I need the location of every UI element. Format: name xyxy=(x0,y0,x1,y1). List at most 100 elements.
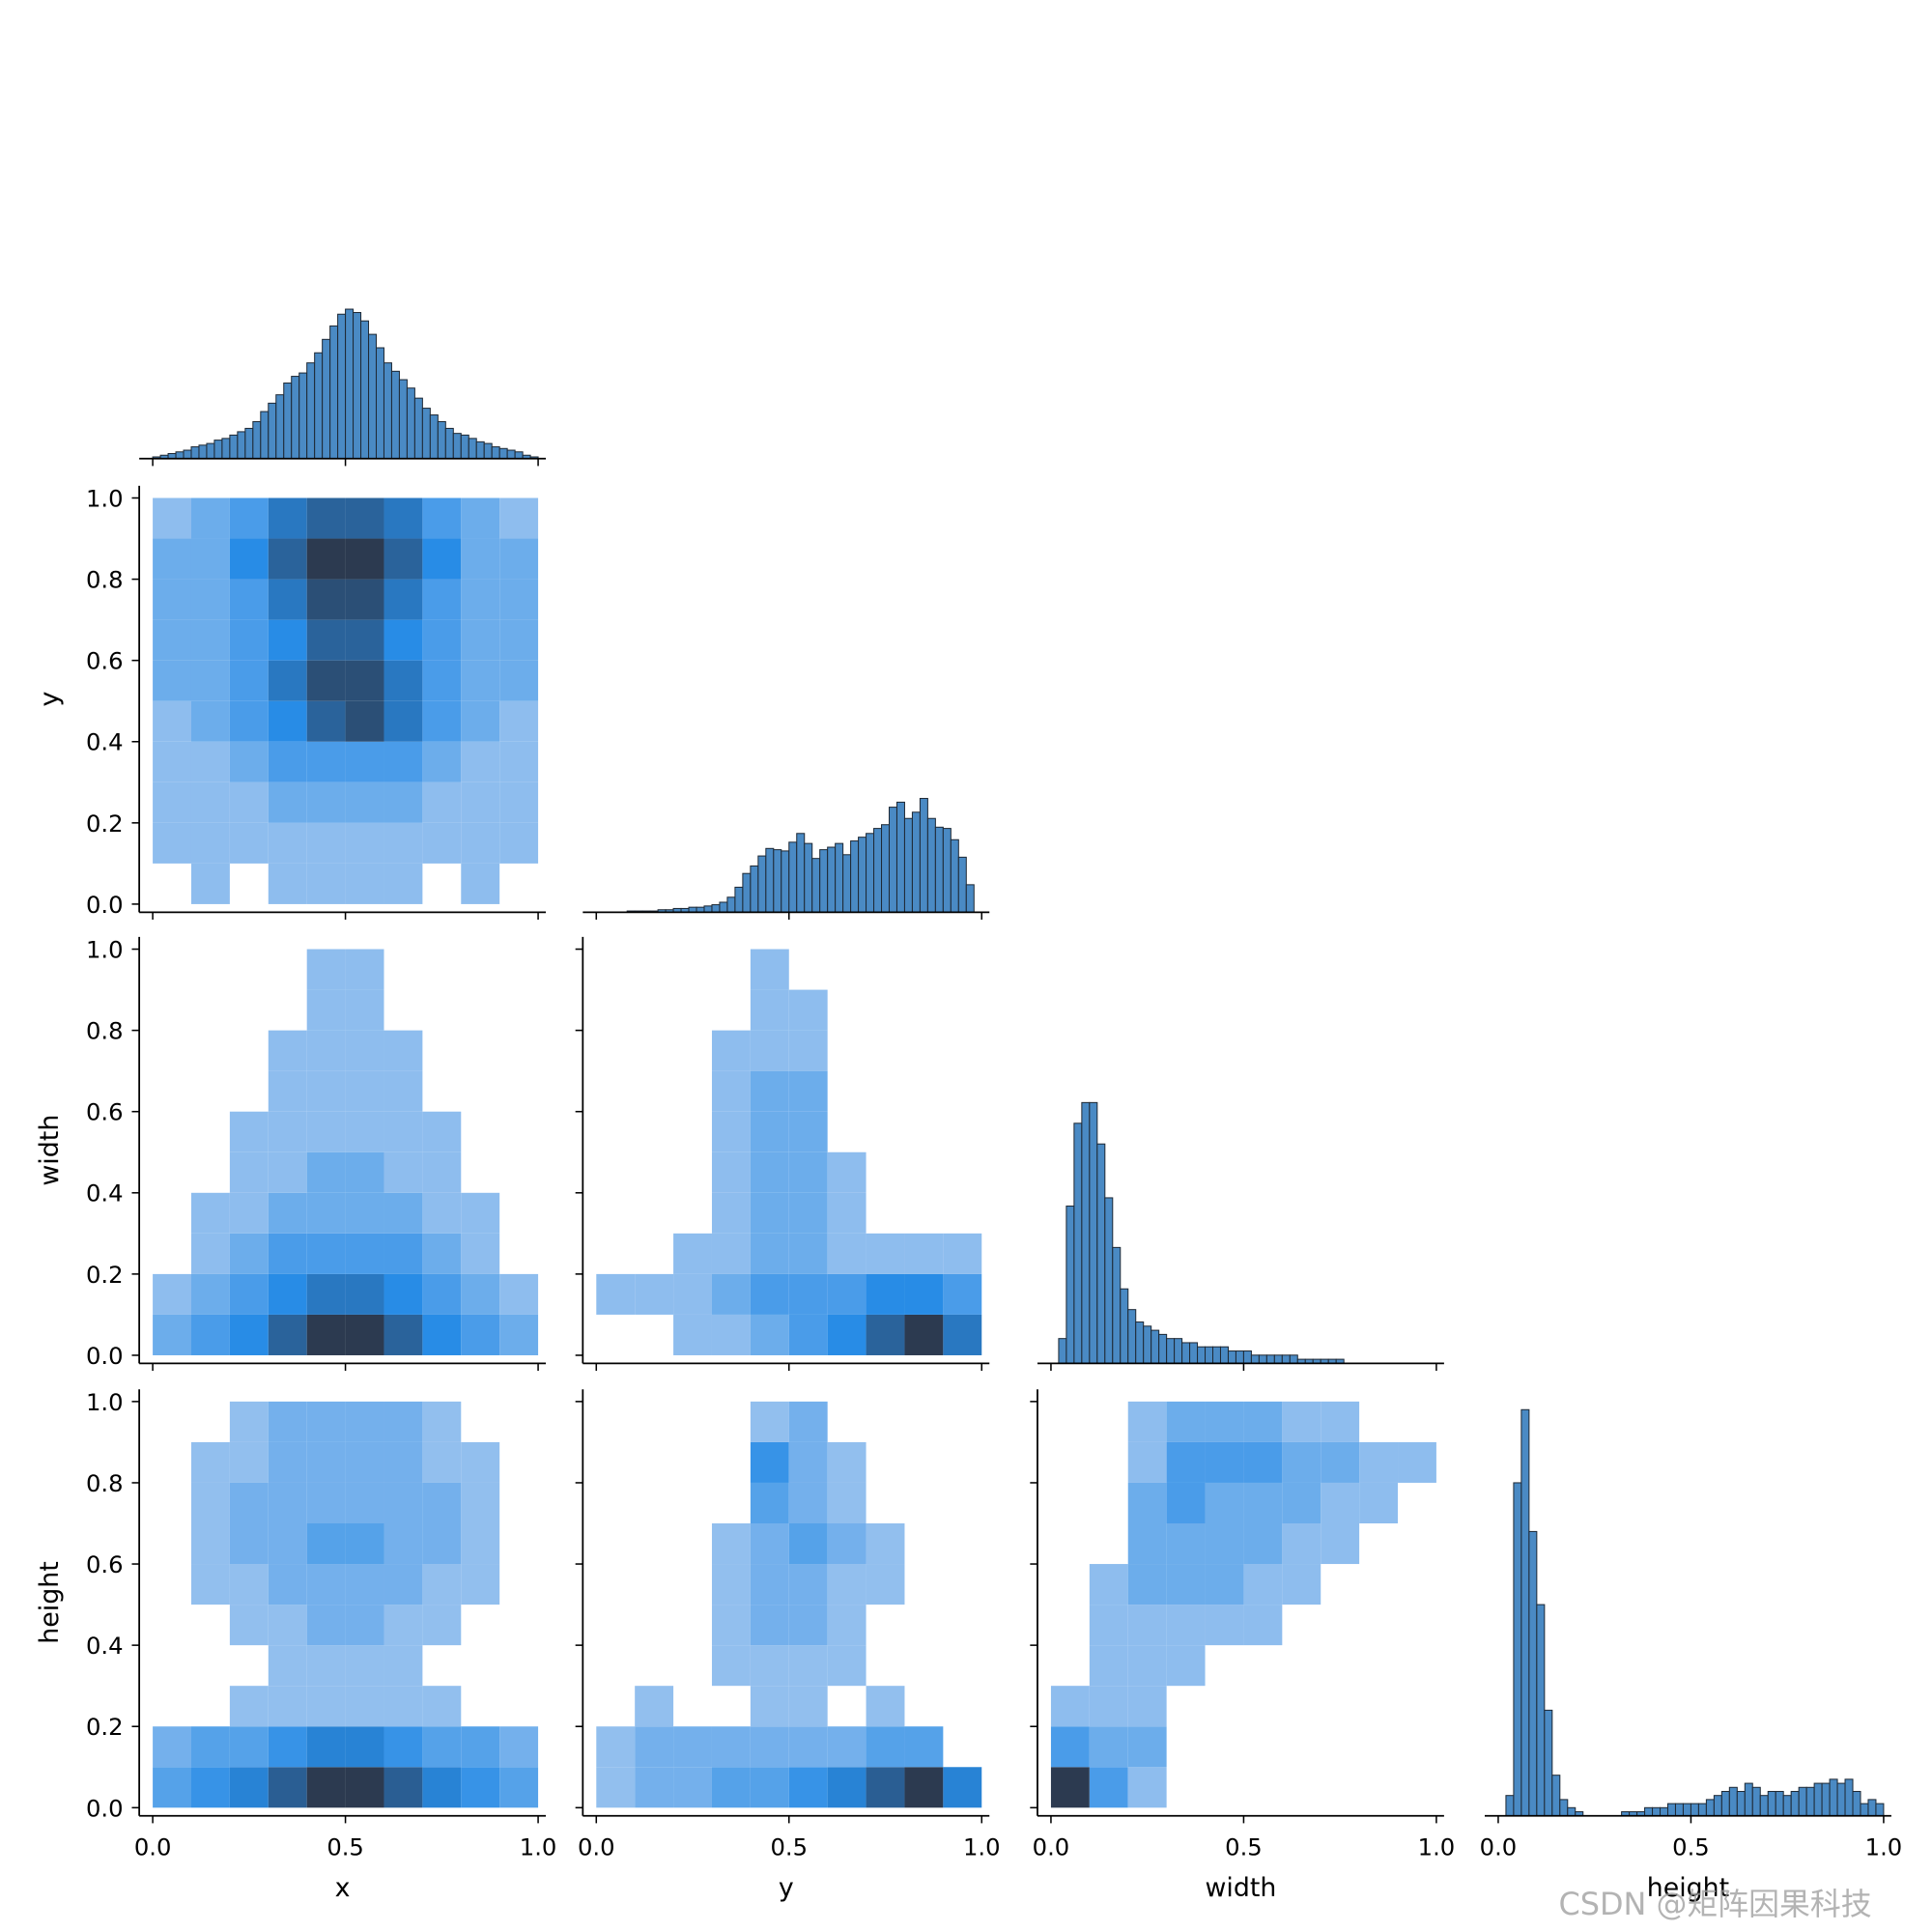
heatmap-cell xyxy=(1127,1605,1167,1646)
heatmap-cell xyxy=(635,1402,673,1442)
heatmap-cell xyxy=(153,660,191,701)
histogram-bar xyxy=(1281,1354,1291,1364)
heatmap-cell xyxy=(1205,1605,1244,1646)
heatmap-cell xyxy=(1206,1686,1244,1726)
heatmap-cell xyxy=(1359,1523,1398,1564)
heatmap-cell xyxy=(788,989,828,1031)
histogram-bar xyxy=(1235,1350,1244,1364)
heatmap-cell xyxy=(711,1523,751,1565)
histogram-bar xyxy=(1652,1806,1662,1817)
histogram-bar xyxy=(1860,1803,1869,1817)
heatmap-cell xyxy=(712,1686,751,1726)
histogram-bar xyxy=(703,905,713,913)
heatmap-cell xyxy=(422,741,462,782)
heatmap-cell xyxy=(1321,1564,1359,1605)
heatmap-cell xyxy=(673,1233,712,1274)
heatmap-cell xyxy=(904,1273,944,1315)
heatmap-cell xyxy=(1090,1523,1128,1564)
heatmap-cell xyxy=(1359,1402,1398,1442)
heatmap-cell xyxy=(1359,1605,1398,1645)
histogram-bar xyxy=(383,362,392,460)
heatmap-cell xyxy=(384,1273,423,1315)
heatmap-cell xyxy=(904,950,943,990)
heatmap-cell xyxy=(750,1482,789,1524)
histogram-bar xyxy=(444,427,454,460)
heatmap-cell xyxy=(229,1564,269,1605)
heatmap-cell xyxy=(711,1314,751,1355)
heatmap-cell xyxy=(1282,1401,1321,1442)
histogram-bar xyxy=(1205,1346,1214,1364)
heatmap-cell xyxy=(750,1523,789,1565)
x-tick-label: 0.0 xyxy=(134,1833,172,1861)
heatmap-cell xyxy=(384,1605,423,1646)
histogram-bar xyxy=(314,352,324,460)
histogram-bar xyxy=(1836,1782,1846,1817)
heatmap-cell xyxy=(828,950,867,990)
heatmap-cell xyxy=(461,538,500,580)
heatmap-cell xyxy=(422,619,462,661)
y-tick-label: 0.0 xyxy=(86,1794,124,1822)
histogram-bar xyxy=(1219,1346,1229,1364)
heatmap-cell xyxy=(596,950,635,990)
heatmap-cell xyxy=(750,1314,789,1355)
histogram-bar xyxy=(1520,1408,1530,1817)
heatmap-cell xyxy=(943,1605,981,1645)
y-tick-label: 0.8 xyxy=(86,566,124,594)
y-axis-label: y xyxy=(35,692,65,707)
heatmap-cell xyxy=(345,1482,384,1524)
histogram-bar xyxy=(950,838,959,913)
heatmap-cell xyxy=(635,1564,673,1605)
heatmap-cell xyxy=(867,1152,905,1193)
heatmap-cell xyxy=(306,1482,346,1524)
heatmap-cell xyxy=(384,1564,423,1605)
heatmap-cell xyxy=(635,1112,673,1152)
heatmap-cell xyxy=(229,700,269,742)
heatmap-cell xyxy=(788,1767,828,1808)
heatmap-cell xyxy=(153,1031,191,1071)
heatmap-cell xyxy=(673,1314,712,1355)
histogram-bar xyxy=(788,841,798,913)
heatmap-cell xyxy=(461,822,500,864)
heatmap-cell xyxy=(866,1564,905,1605)
heatmap-cell xyxy=(384,660,423,701)
heatmap-cell xyxy=(422,1767,462,1808)
heatmap-cell xyxy=(943,1483,981,1523)
heatmap-cell xyxy=(1321,1726,1359,1767)
heatmap-cell xyxy=(384,619,423,661)
heatmap-cell xyxy=(1205,1482,1244,1524)
heatmap-cell xyxy=(867,950,905,990)
heatmap-cell xyxy=(384,1686,423,1727)
heatmap-cell xyxy=(153,1605,191,1645)
x-tick-label: 1.0 xyxy=(963,1833,1001,1861)
heatmap-cell xyxy=(499,781,539,823)
heatmap-cell xyxy=(422,579,462,620)
histogram-bar xyxy=(1798,1786,1807,1817)
heatmap-cell xyxy=(345,1030,384,1071)
heatmap-cell xyxy=(306,579,346,620)
heatmap-cell xyxy=(268,700,307,742)
histogram-bar xyxy=(1151,1329,1160,1364)
heatmap-cell xyxy=(306,497,346,539)
heatmap-cell xyxy=(306,741,346,782)
heatmap-cell xyxy=(190,741,230,782)
heatmap-cell xyxy=(1321,1523,1360,1565)
heatmap-cell xyxy=(461,1605,499,1645)
histogram-bar xyxy=(375,347,384,460)
heatmap-cell xyxy=(345,741,384,782)
histogram-bar xyxy=(406,387,415,460)
heatmap-cell xyxy=(422,1031,461,1071)
heatmap-cell xyxy=(229,1686,269,1727)
histogram-bar xyxy=(873,828,883,913)
heatmap-cell xyxy=(190,538,230,580)
heatmap-cell xyxy=(306,1314,346,1355)
histogram-bar xyxy=(1513,1482,1522,1817)
histogram-bar xyxy=(1867,1799,1877,1817)
histogram-bar xyxy=(252,420,262,460)
heatmap-cell xyxy=(306,1030,346,1071)
y-tick-label: 1.0 xyxy=(86,484,124,512)
heatmap-cell xyxy=(499,1071,538,1112)
heatmap-cell xyxy=(153,1112,191,1152)
heatmap-cell xyxy=(499,1112,538,1152)
heatmap-cell xyxy=(827,1233,867,1274)
heatmap-cell xyxy=(345,1273,384,1315)
